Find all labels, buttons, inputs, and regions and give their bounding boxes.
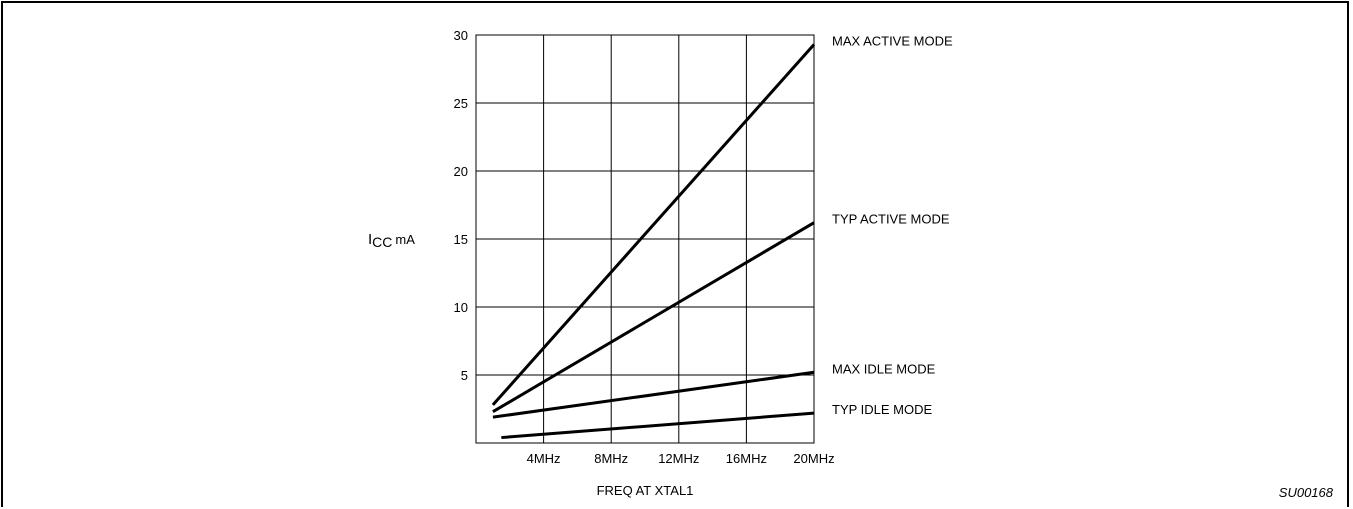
series-line — [491, 43, 816, 406]
series-line — [501, 411, 815, 440]
series-labels: MAX ACTIVE MODE TYP ACTIVE MODE MAX IDLE M… — [832, 34, 953, 418]
tick-labels: 4MHz 8MHz 12MHz 16MHz 20MHz 5 10 15 20 25 30 — [454, 28, 835, 466]
series-lines — [491, 43, 816, 440]
series-label: MAX ACTIVE MODE — [832, 34, 953, 49]
x-tick-label: 8MHz — [594, 451, 628, 466]
series-label: TYP ACTIVE MODE — [832, 212, 950, 227]
y-axis-label: ICC mA — [368, 231, 415, 250]
x-tick-label: 20MHz — [793, 451, 834, 466]
y-axis-label-main: I — [368, 231, 373, 248]
x-tick-label: 16MHz — [726, 451, 767, 466]
y-tick-label: 15 — [454, 232, 468, 247]
series-label: TYP IDLE MODE — [832, 402, 933, 417]
figure-id: SU00168 — [1278, 485, 1333, 500]
grid — [475, 34, 815, 444]
series-line — [492, 370, 815, 419]
series-label: MAX IDLE MODE — [832, 361, 936, 376]
y-axis-label-unit: mA — [395, 232, 415, 247]
x-tick-label: 4MHz — [527, 451, 561, 466]
x-axis-label: FREQ AT XTAL1 — [597, 483, 694, 498]
y-tick-label: 5 — [461, 368, 468, 383]
y-axis-label-subscript: CC — [372, 234, 393, 250]
y-tick-label: 30 — [454, 28, 468, 43]
y-tick-label: 25 — [454, 96, 468, 111]
y-tick-label: 10 — [454, 300, 468, 315]
y-tick-label: 20 — [454, 164, 468, 179]
series-line — [492, 221, 815, 414]
x-tick-label: 12MHz — [658, 451, 699, 466]
